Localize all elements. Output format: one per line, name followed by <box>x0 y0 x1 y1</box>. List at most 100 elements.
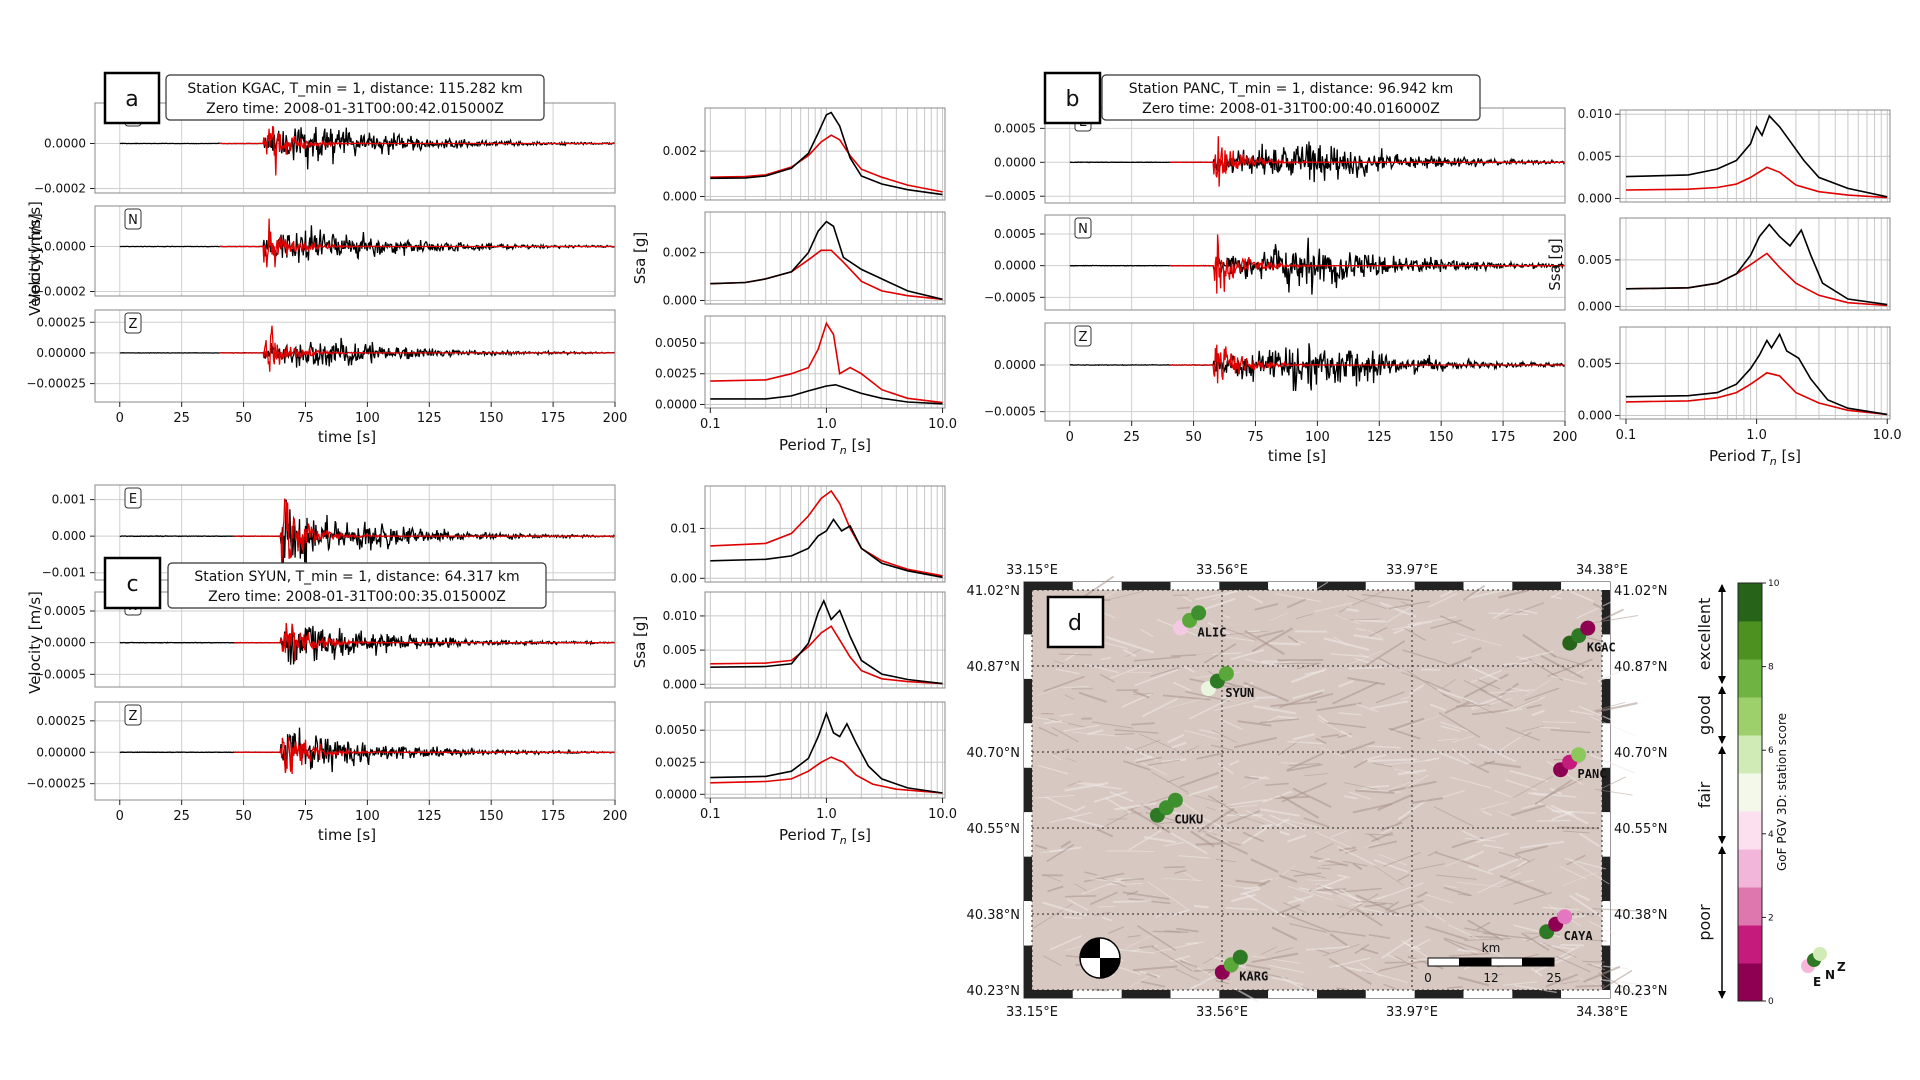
panel-b: 0.00050.0000−0.0005E0.00050.0000−0.0005N… <box>26 71 1902 468</box>
terrain-ridge <box>1037 686 1064 696</box>
component-label-box <box>124 312 142 334</box>
terrain-ridge <box>1083 782 1105 786</box>
terrain-ridge <box>1464 850 1484 862</box>
terrain-ridge <box>1438 712 1481 738</box>
terrain-ridge <box>1410 863 1445 871</box>
terrain-ridge <box>1397 798 1429 821</box>
station-header-line1: Station KGAC, T_min = 1, distance: 115.2… <box>187 81 522 97</box>
terrain-ridge <box>1053 660 1064 664</box>
terrain-ridge <box>1189 824 1206 830</box>
terrain-ridge <box>1368 933 1391 940</box>
terrain-ridge <box>1430 619 1463 629</box>
terrain-ridge <box>1534 779 1573 806</box>
terrain-ridge <box>1128 975 1150 988</box>
component-label-text: Z <box>129 709 138 724</box>
terrain-ridge <box>1142 697 1179 718</box>
terrain-ridge <box>1281 762 1298 764</box>
terrain-ridge <box>1406 670 1446 697</box>
terrain-ridge <box>1235 879 1266 886</box>
terrain-ridge <box>1172 908 1191 916</box>
y-tick-label: 0.00 <box>670 571 697 585</box>
station-header: Station SYUN, T_min = 1, distance: 64.31… <box>167 562 547 609</box>
terrain-ridge <box>1101 877 1127 887</box>
terrain-ridge <box>1395 814 1411 826</box>
terrain-ridge <box>1589 716 1636 736</box>
terrain-ridge <box>1315 831 1352 849</box>
terrain-ridge <box>1390 717 1425 731</box>
terrain-ridge <box>1193 904 1209 909</box>
station-header-line1: Station PANC, T_min = 1, distance: 96.94… <box>1129 81 1454 97</box>
terrain-ridge <box>1101 916 1113 922</box>
terrain-ridge <box>1384 901 1399 912</box>
terrain-ridge <box>1310 876 1347 893</box>
terrain-ridge <box>1428 592 1458 608</box>
terrain-ridge <box>1100 656 1112 661</box>
terrain-ridge <box>1520 938 1547 946</box>
terrain-ridge <box>1114 729 1159 734</box>
y-tick-label: 0.0000 <box>994 259 1036 273</box>
terrain-ridge <box>1125 647 1144 658</box>
terrain-ridge <box>1042 901 1087 917</box>
terrain-ridge <box>1464 837 1496 842</box>
legend-label-e: E <box>1813 975 1821 989</box>
terrain-ridge <box>1601 608 1624 621</box>
terrain-ridge <box>1314 602 1353 612</box>
terrain-ridge <box>1462 584 1486 602</box>
terrain-ridge <box>1250 858 1279 873</box>
map-top-tick-label: 33.56°E <box>1196 563 1248 578</box>
terrain-ridge <box>1380 937 1413 960</box>
terrain-ridge <box>1405 774 1429 790</box>
x-tick-label: 125 <box>1367 430 1392 445</box>
terrain-ridge <box>1532 792 1577 798</box>
terrain-ridge <box>1436 874 1477 880</box>
terrain-ridge <box>1550 729 1591 734</box>
terrain-ridge <box>1555 955 1592 973</box>
terrain-ridge <box>1321 864 1344 866</box>
map-left-tick-label: 40.38°N <box>967 908 1020 923</box>
y-tick-label: −0.0002 <box>34 182 86 196</box>
terrain-ridge <box>1295 613 1314 620</box>
scale-bar-segment <box>1490 957 1523 967</box>
axes-frame <box>704 107 946 201</box>
waveform-axes-Z: 0.00025 0.00000 −0.00025 Z 0 25 50 75 100 125 150 1… <box>26 309 627 446</box>
terrain-ridge <box>1471 709 1509 716</box>
map-frame-tick <box>1414 582 1464 590</box>
x-axis-label-unit: [s] <box>847 436 871 454</box>
terrain-ridge <box>1463 679 1488 693</box>
terrain-ridge <box>1143 836 1176 844</box>
category-label-good: good <box>1695 695 1714 735</box>
map-left-tick-label: 40.70°N <box>967 746 1020 761</box>
terrain-ridge <box>1352 802 1393 814</box>
terrain-ridge <box>1578 705 1613 721</box>
terrain-ridge <box>1043 720 1063 725</box>
x-tick-label: 0.1 <box>700 807 721 822</box>
terrain-ridge <box>1125 746 1158 761</box>
terrain-ridge <box>1287 834 1307 843</box>
terrain-ridge <box>1401 671 1429 683</box>
terrain-ridge <box>1463 663 1501 682</box>
terrain-ridge <box>1513 775 1553 798</box>
terrain-ridge <box>1199 816 1231 832</box>
terrain-ridge <box>1367 758 1417 763</box>
terrain-ridge <box>1520 840 1565 849</box>
terrain-ridge <box>1377 793 1413 811</box>
y-tick-label: 0.0050 <box>655 723 697 737</box>
waveform-observed-E <box>1069 141 1566 183</box>
map-top-tick-label: 33.15°E <box>1006 563 1058 578</box>
terrain-ridge <box>1066 898 1089 911</box>
terrain-ridge <box>1268 642 1301 646</box>
terrain-ridge <box>1478 743 1517 763</box>
map-left-tick-label: 40.23°N <box>967 984 1020 999</box>
colorbar-segment <box>1738 773 1762 812</box>
terrain-ridge <box>1265 782 1289 787</box>
terrain-ridge <box>1062 685 1090 689</box>
station-header-box <box>165 74 545 121</box>
terrain-ridge <box>1455 704 1491 708</box>
terrain-ridge <box>1244 776 1259 780</box>
spectrum-observed <box>710 111 943 196</box>
spectrum-axes-1: 0.000 0.005 0.010 <box>663 591 946 691</box>
terrain-ridge <box>1203 643 1237 664</box>
terrain-ridge <box>1262 790 1292 803</box>
x-axis-label: time [s] <box>318 428 376 446</box>
terrain-ridge <box>1234 987 1259 1003</box>
